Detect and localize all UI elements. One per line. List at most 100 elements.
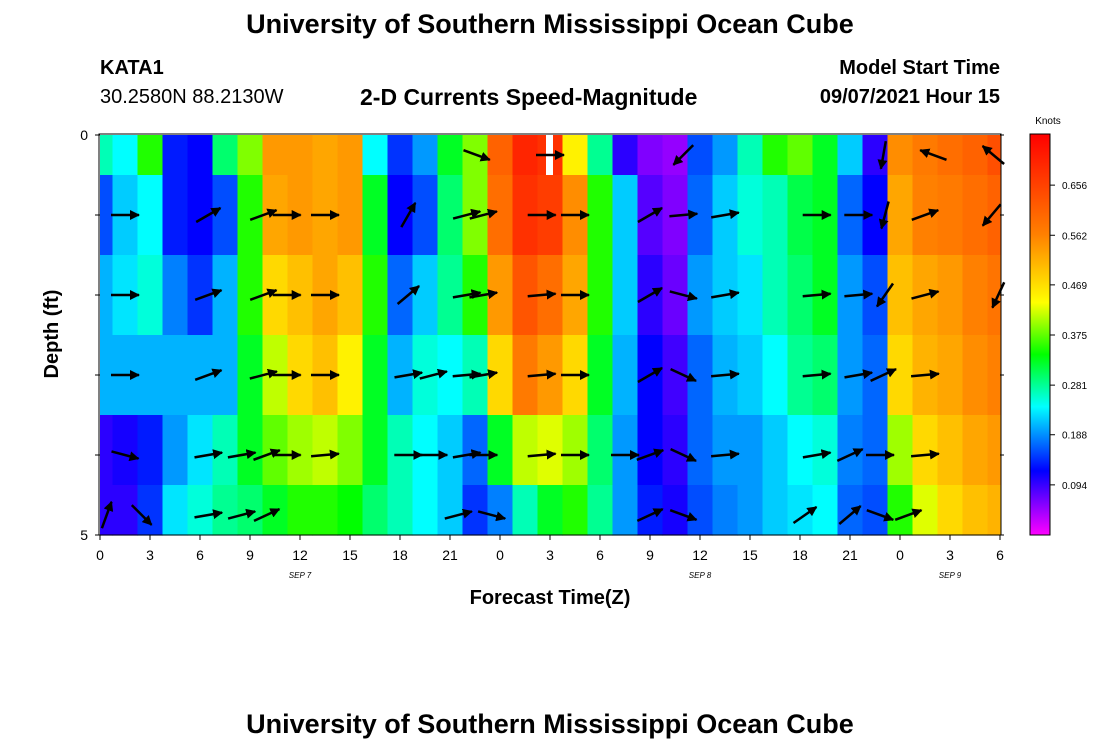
heat-cell [987, 415, 1001, 486]
heat-cell [237, 255, 264, 336]
x-tick-label: 3 [946, 547, 954, 563]
heat-cell [787, 415, 814, 486]
current-vector-arrow [469, 208, 498, 220]
heat-cell [812, 415, 839, 486]
heat-cell [412, 485, 439, 536]
current-vector-arrow [452, 208, 482, 220]
heat-cell [512, 485, 539, 536]
heat-cell [437, 485, 464, 536]
date-label: SEP 8 [689, 571, 712, 580]
station-coordinates: 30.2580N 88.2130W [100, 86, 284, 108]
x-tick-label: 0 [496, 547, 504, 563]
current-vector-arrow [194, 509, 224, 520]
current-vectors [100, 140, 1006, 529]
heat-cell [587, 335, 614, 416]
heat-cell [437, 175, 464, 256]
heat-cell [162, 335, 189, 416]
current-vector-arrow [637, 286, 663, 304]
speed-heatmap [100, 135, 1001, 536]
heat-cell [487, 135, 514, 176]
heat-cell [762, 255, 789, 336]
current-vector-arrow [636, 448, 665, 461]
heat-cell [887, 255, 914, 336]
current-vector-arrow [911, 288, 940, 300]
heat-cell [937, 135, 964, 176]
heat-cell [687, 135, 714, 176]
current-vector-arrow [527, 369, 557, 380]
heat-cell [737, 175, 764, 256]
heat-cell [362, 175, 389, 256]
heat-cell [687, 255, 714, 336]
colorbar-tick-label: 0.188 [1062, 431, 1087, 442]
current-vector-arrow [452, 369, 482, 380]
heat-cell [587, 255, 614, 336]
current-vector-arrow [249, 288, 278, 301]
current-vector-arrow [910, 369, 940, 380]
heat-cell [537, 415, 564, 486]
x-tick-label: 9 [646, 547, 654, 563]
current-vector-arrow [836, 447, 864, 463]
heat-cell [100, 255, 114, 336]
heat-cell [337, 255, 364, 336]
heat-cell [562, 135, 589, 176]
colorbar-tick-label: 0.469 [1062, 281, 1087, 292]
current-vector-arrow [249, 368, 278, 380]
heat-cell [137, 335, 164, 416]
heat-cell [337, 135, 364, 176]
heat-cell [612, 415, 639, 486]
heat-cell [287, 485, 314, 536]
heat-cell [312, 485, 339, 536]
current-vector-arrow [802, 289, 832, 300]
heat-cell [262, 135, 289, 176]
heat-cell [937, 415, 964, 486]
current-vector-arrow [477, 510, 507, 522]
current-vector-arrow [910, 449, 940, 460]
y-axis-title: Depth (ft) [41, 290, 63, 379]
current-vector-arrow [894, 508, 923, 521]
heat-cell [812, 485, 839, 536]
heat-cell [487, 255, 514, 336]
current-vector-arrow [637, 366, 663, 384]
current-vector-arrow [194, 449, 224, 460]
current-vector-arrow [870, 367, 897, 383]
heat-cell [212, 175, 239, 256]
heat-cell [437, 135, 464, 176]
heat-cell [987, 255, 1001, 336]
heat-cell [812, 135, 839, 176]
current-vector-arrow [672, 144, 695, 166]
heat-cell [337, 485, 364, 536]
heat-cell [587, 135, 614, 176]
current-vector-arrow [469, 369, 499, 380]
current-vector-arrow [844, 289, 874, 300]
heat-cell [612, 175, 639, 256]
current-vector-arrow [911, 208, 940, 221]
chart-subtitle: 2-D Currents Speed-Magnitude [360, 84, 698, 110]
current-vector-arrow [844, 369, 874, 380]
heat-cell [937, 255, 964, 336]
heat-cell [187, 415, 214, 486]
heat-cell [762, 485, 789, 536]
heat-cell [712, 485, 739, 536]
heat-cell [112, 135, 139, 176]
current-vector-arrow [527, 449, 557, 460]
model-start-label: Model Start Time [839, 57, 1000, 79]
current-vector-arrow [253, 507, 281, 523]
x-tick-label: 12 [292, 547, 308, 563]
current-vector-arrow [111, 450, 140, 462]
heat-cell [737, 485, 764, 536]
heat-cell [737, 135, 764, 176]
heat-cell [487, 175, 514, 256]
heat-cell [162, 485, 189, 536]
heat-cell [562, 415, 589, 486]
current-vector-arrow [710, 209, 740, 220]
heat-cell [112, 485, 139, 536]
heat-cell [162, 175, 189, 256]
heat-cell [187, 135, 214, 176]
heat-cell [612, 485, 639, 536]
heat-cell [962, 485, 989, 536]
model-start-value: 09/07/2021 Hour 15 [819, 86, 1000, 108]
heat-cell [212, 135, 239, 176]
heat-cell [237, 415, 264, 486]
heat-cell [312, 135, 339, 176]
heat-cell [962, 255, 989, 336]
